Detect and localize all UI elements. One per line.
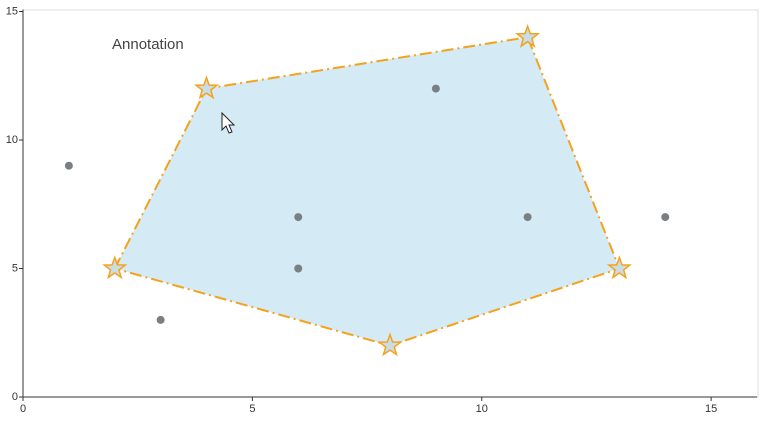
x-tick-label: 10 [476,403,488,415]
cursor [221,111,236,134]
point [64,161,73,170]
point [156,315,165,324]
x-tick-label: 15 [705,403,717,415]
vertex-handle [193,75,220,100]
point [294,213,303,222]
point [523,213,532,222]
annotation-polygon [113,36,621,347]
vertex-handle [606,255,632,280]
point [294,264,303,273]
annotation: Annotation [112,36,184,53]
y-tick-label: 5 [12,262,18,274]
y-tick-label: 15 [6,5,18,17]
plot: 0 5 10 15 0 5 10 15 [6,5,757,415]
point [661,213,670,222]
y-tick-label: 0 [12,391,18,403]
x-tick-label: 5 [249,403,255,415]
y-tick-label: 10 [6,134,18,146]
vertex-handle [377,332,403,357]
vertex-handle [102,255,128,280]
vertex-handle [515,23,541,48]
x-tick-label: 0 [20,403,26,415]
point [431,84,440,93]
